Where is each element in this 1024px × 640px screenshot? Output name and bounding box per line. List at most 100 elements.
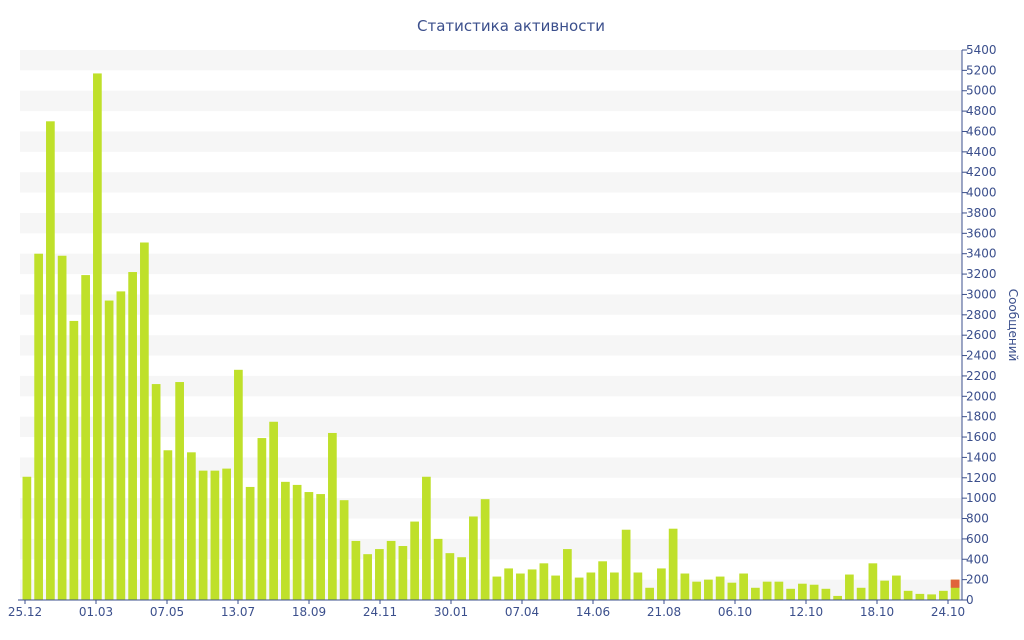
bar[interactable] <box>927 594 936 600</box>
x-tick-label: 24.10 <box>931 605 965 619</box>
y-tick-label: 3000 <box>966 287 997 301</box>
bar[interactable] <box>46 121 55 601</box>
bar[interactable] <box>598 561 607 600</box>
bar[interactable] <box>34 253 43 600</box>
bar[interactable] <box>868 563 878 600</box>
y-tick-label: 5400 <box>966 43 997 57</box>
bar[interactable] <box>821 588 831 600</box>
bar[interactable] <box>292 484 302 600</box>
y-tick-label: 4400 <box>966 145 997 159</box>
bar[interactable] <box>57 255 67 601</box>
bar[interactable] <box>586 572 596 601</box>
y-tick-label: 2200 <box>966 369 997 383</box>
bar[interactable] <box>551 575 560 600</box>
bar[interactable] <box>856 587 866 600</box>
bar[interactable] <box>516 573 525 600</box>
bar[interactable] <box>774 581 784 600</box>
y-tick-label: 4800 <box>966 104 997 118</box>
bar[interactable] <box>786 588 795 600</box>
grid-band <box>20 457 962 478</box>
bar[interactable] <box>939 590 948 600</box>
bar[interactable] <box>445 553 455 600</box>
bar[interactable] <box>457 557 466 600</box>
bar[interactable] <box>715 576 725 600</box>
y-tick-label: 1600 <box>966 430 997 444</box>
bar[interactable] <box>22 476 32 600</box>
bar[interactable] <box>69 320 79 600</box>
bar[interactable] <box>234 369 243 600</box>
bar[interactable] <box>140 242 149 601</box>
bar[interactable] <box>727 582 737 600</box>
bar[interactable] <box>469 516 478 600</box>
bar[interactable] <box>410 521 419 600</box>
bar[interactable] <box>363 554 372 600</box>
bar[interactable] <box>151 384 161 600</box>
bar[interactable] <box>809 584 819 600</box>
bar[interactable] <box>81 275 90 600</box>
bar[interactable] <box>222 468 231 600</box>
y-tick-label: 0 <box>966 593 974 607</box>
x-tick-label: 07.04 <box>505 605 539 619</box>
bar[interactable] <box>257 438 267 600</box>
x-tick-label: 18.10 <box>860 605 894 619</box>
bar[interactable] <box>668 528 678 600</box>
bar[interactable] <box>915 593 925 600</box>
bar[interactable] <box>903 590 913 600</box>
bar[interactable] <box>704 579 713 600</box>
grid-band <box>20 498 962 519</box>
bar[interactable] <box>880 580 889 600</box>
x-tick-label: 07.05 <box>150 605 184 619</box>
bar[interactable] <box>398 546 408 600</box>
bar[interactable] <box>492 576 502 600</box>
bar[interactable] <box>527 569 537 600</box>
bar[interactable] <box>504 568 513 600</box>
bar[interactable] <box>845 574 854 600</box>
bar[interactable] <box>739 573 748 600</box>
bar[interactable] <box>328 432 337 600</box>
y-tick-label: 400 <box>966 552 989 566</box>
bar[interactable] <box>269 421 278 600</box>
bar[interactable] <box>386 540 396 600</box>
bar[interactable] <box>128 272 137 600</box>
x-tick-label: 12.10 <box>789 605 823 619</box>
x-tick-label: 30.01 <box>434 605 468 619</box>
bar[interactable] <box>539 563 549 600</box>
bar[interactable] <box>950 579 960 600</box>
bar[interactable] <box>480 499 490 600</box>
bar[interactable] <box>433 538 443 600</box>
bar[interactable] <box>833 595 842 600</box>
bar[interactable] <box>680 573 690 600</box>
bar[interactable] <box>798 583 807 600</box>
bar[interactable] <box>633 572 643 601</box>
x-tick-label: 25.12 <box>8 605 42 619</box>
bar[interactable] <box>751 587 760 600</box>
bar-highlight[interactable] <box>950 579 960 588</box>
bar[interactable] <box>574 577 584 600</box>
bar[interactable] <box>645 587 654 600</box>
bar[interactable] <box>892 575 901 600</box>
bar[interactable] <box>281 481 290 600</box>
bar[interactable] <box>104 300 114 600</box>
bar[interactable] <box>375 549 384 600</box>
bar[interactable] <box>163 450 173 600</box>
bar[interactable] <box>116 291 126 600</box>
bar[interactable] <box>621 529 631 600</box>
grid-band <box>20 335 962 356</box>
bar[interactable] <box>762 581 772 600</box>
bar[interactable] <box>93 73 102 601</box>
bar[interactable] <box>198 470 208 600</box>
bar[interactable] <box>339 500 349 600</box>
bar[interactable] <box>563 549 572 600</box>
bar[interactable] <box>692 581 701 600</box>
bar[interactable] <box>610 572 619 601</box>
bar[interactable] <box>351 540 361 600</box>
bar[interactable] <box>187 452 196 600</box>
bar[interactable] <box>245 486 255 600</box>
bar[interactable] <box>422 476 431 600</box>
bar[interactable] <box>304 492 314 600</box>
bar[interactable] <box>210 470 220 600</box>
bar[interactable] <box>316 494 325 600</box>
grid-band <box>20 172 962 193</box>
bar[interactable] <box>657 568 666 600</box>
bar[interactable] <box>175 382 184 600</box>
